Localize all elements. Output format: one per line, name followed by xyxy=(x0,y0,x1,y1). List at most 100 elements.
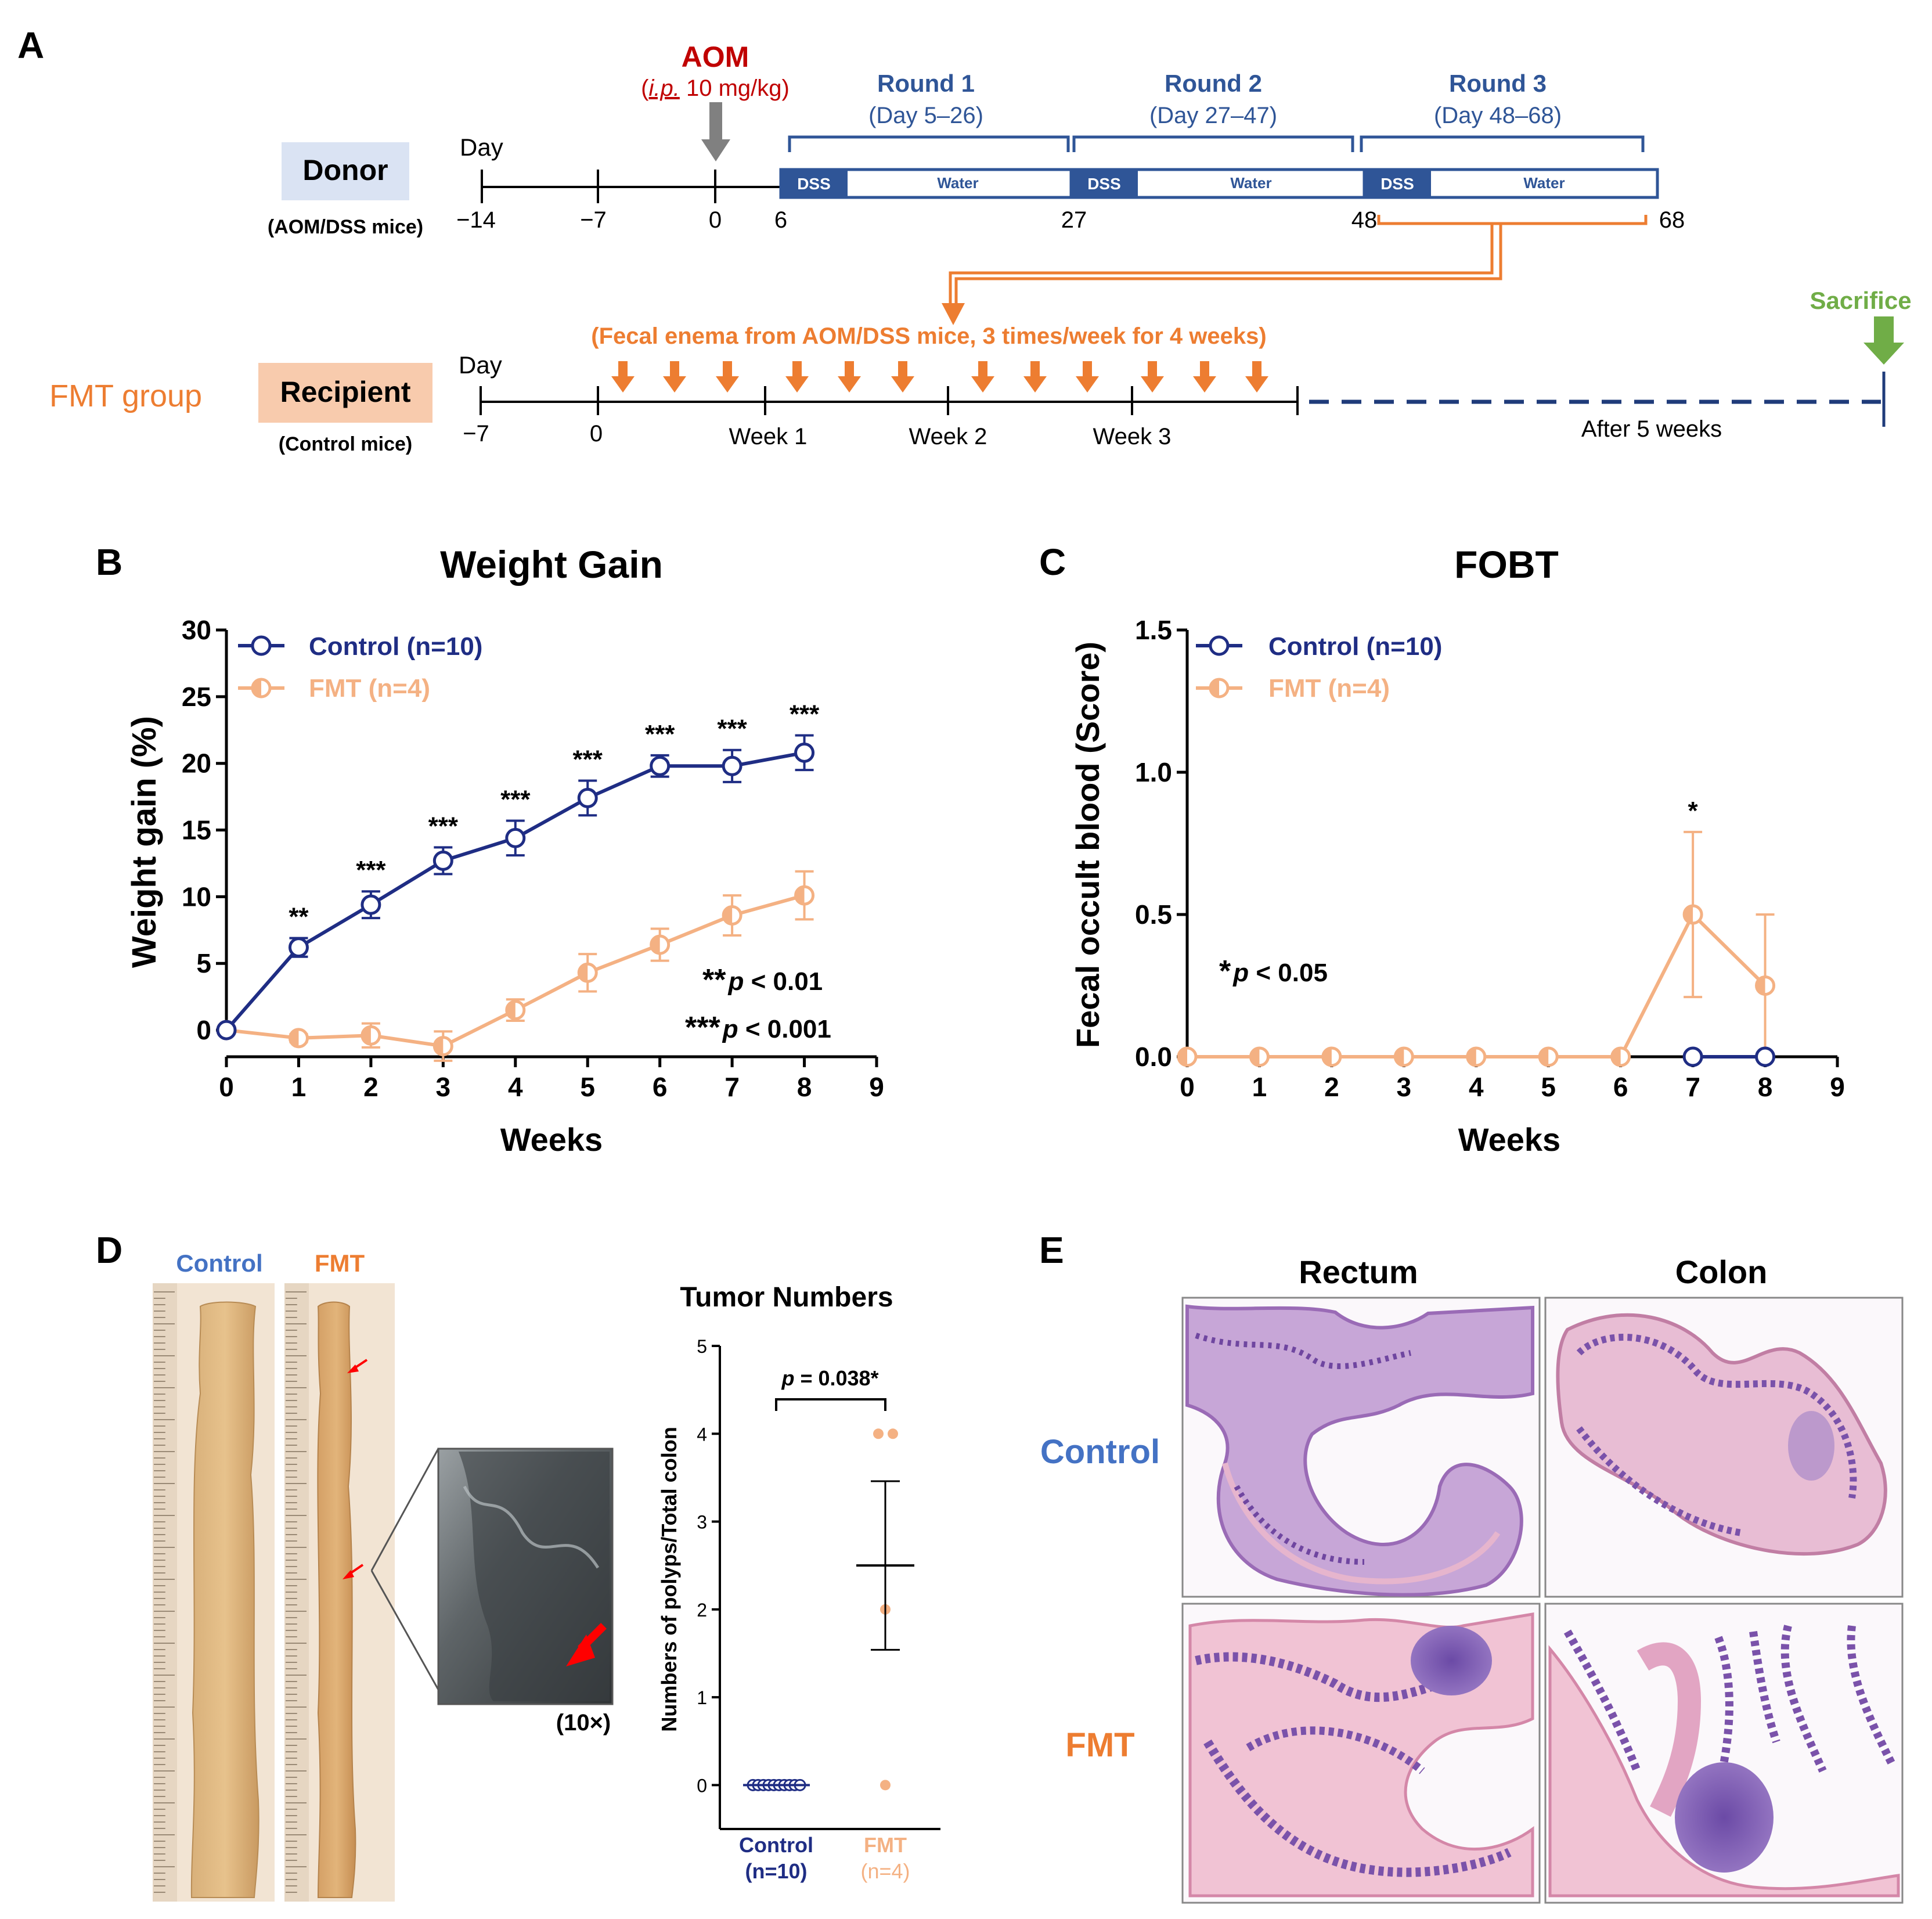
donor-tick-5: 48 xyxy=(1351,207,1378,233)
y-tick-label: 15 xyxy=(182,815,211,845)
histology-fmt-colon xyxy=(1544,1603,1904,1904)
enema-arrow-5-shaft xyxy=(898,361,907,377)
x-tick-label: 2 xyxy=(363,1072,379,1102)
data-point-half xyxy=(290,1029,299,1047)
y-tick-label: 2 xyxy=(697,1600,707,1621)
tumor-arrow-lower xyxy=(343,1564,364,1579)
round-3-title: Round 3 xyxy=(1449,70,1547,97)
aom-title: AOM xyxy=(682,41,749,73)
round-2-days: (Day 27–47) xyxy=(1149,103,1277,128)
histology-col-rectum: Rectum xyxy=(1299,1254,1418,1290)
fmt-point xyxy=(880,1780,891,1791)
y-tick-label: 30 xyxy=(182,615,211,645)
fmt-point xyxy=(873,1428,884,1439)
data-point-0 xyxy=(505,827,526,848)
enema-arrow-1-head xyxy=(663,376,686,393)
photo-label-control: Control xyxy=(176,1250,262,1277)
aom-arrow xyxy=(701,102,730,161)
donor-tick-3: 6 xyxy=(774,207,787,233)
x-tick-label: 5 xyxy=(580,1072,595,1102)
data-point-half xyxy=(651,936,660,954)
fmt-point xyxy=(888,1428,898,1439)
enema-arrow-2-shaft xyxy=(723,361,732,377)
enema-arrow-4-head xyxy=(838,376,861,393)
enema-arrow-10-head xyxy=(1193,376,1216,393)
panel-d-photos: Control FMT (10×) xyxy=(153,1250,614,1902)
x-tick-label: 2 xyxy=(1324,1072,1339,1102)
y-tick-label: 0.5 xyxy=(1135,899,1172,930)
x-tick-label: 0 xyxy=(1180,1072,1195,1102)
donor-tick-0: −14 xyxy=(456,207,496,233)
data-point-0 xyxy=(216,1020,237,1040)
data-point-half xyxy=(579,964,588,982)
histology-row-control: Control xyxy=(1040,1433,1160,1471)
data-point-half xyxy=(434,1037,444,1055)
recipient-box xyxy=(258,363,432,423)
water-label-3: Water xyxy=(1523,174,1565,192)
significance-star: *** xyxy=(717,715,747,743)
data-point-0 xyxy=(288,937,309,958)
x-tick-label: 7 xyxy=(1685,1072,1700,1102)
sacrifice-label: Sacrifice xyxy=(1810,287,1911,314)
chart-d-cat-control-n: (n=10) xyxy=(745,1859,807,1883)
recipient-tick-3: Week 2 xyxy=(909,424,987,449)
chart-d-cat-fmt: FMT xyxy=(864,1833,907,1857)
histology-col-colon: Colon xyxy=(1675,1254,1768,1290)
data-point-half xyxy=(1467,1048,1476,1065)
recipient-day-label: Day xyxy=(459,351,502,379)
chart-b-legend-control: Control (n=10) xyxy=(309,632,482,661)
after-label: After 5 weeks xyxy=(1581,416,1722,442)
enema-arrow-8-shaft xyxy=(1083,361,1092,377)
data-point-0 xyxy=(577,787,598,808)
panel-a-timeline: AOM (i.p. 10 mg/kg) Round 1 (Day 5–26) R… xyxy=(49,41,1912,455)
data-point-half xyxy=(1178,1048,1187,1065)
chart-b-title: Weight Gain xyxy=(440,543,663,586)
enema-arrow-9-head xyxy=(1141,376,1164,393)
chart-d-ylabel: Numbers of polyps/Total colon xyxy=(657,1427,681,1731)
x-tick-label: 1 xyxy=(291,1072,307,1102)
x-tick-label: 8 xyxy=(1758,1072,1773,1102)
chart-b-legend-fmt: FMT (n=4) xyxy=(309,674,430,703)
chart-c-legend-control: Control (n=10) xyxy=(1268,632,1442,661)
enema-arrow-11-head xyxy=(1245,376,1268,393)
histology-fmt-rectum xyxy=(1181,1603,1541,1904)
enema-arrow-11-shaft xyxy=(1252,361,1261,377)
round-1-days: (Day 5–26) xyxy=(868,103,983,128)
chart-c-xlabel: Weeks xyxy=(1458,1121,1560,1158)
data-point-0 xyxy=(794,742,815,763)
round-2-title: Round 2 xyxy=(1165,70,1262,97)
enema-arrow-7-shaft xyxy=(1030,361,1040,377)
x-tick-label: 3 xyxy=(436,1072,451,1102)
enema-arrow-3-shaft xyxy=(792,361,802,377)
y-tick-label: 1 xyxy=(697,1687,707,1708)
significance-star: *** xyxy=(428,812,459,840)
enema-arrow-2-head xyxy=(716,376,739,393)
significance-star: *** xyxy=(500,785,531,813)
enema-arrow-3-head xyxy=(785,376,809,393)
significance-star: *** xyxy=(645,720,675,748)
data-point-half xyxy=(1322,1048,1332,1065)
data-point-half xyxy=(362,1027,371,1045)
tumor-arrow-upper xyxy=(347,1359,368,1373)
magnification-label: (10×) xyxy=(556,1710,611,1736)
significance-star: *** xyxy=(356,856,386,884)
significance-star: * xyxy=(1688,797,1699,825)
chart-b-xlabel: Weeks xyxy=(500,1121,603,1158)
panel-label-e: E xyxy=(1039,1229,1064,1271)
data-point-half xyxy=(506,1001,516,1019)
round-3-days: (Day 48–68) xyxy=(1434,103,1562,128)
sacrifice-arrow xyxy=(1863,316,1904,365)
data-point-half xyxy=(795,887,805,905)
svg-text:***p < 0.001: ***p < 0.001 xyxy=(685,1011,831,1045)
donor-tick-1: −7 xyxy=(580,207,607,233)
y-tick-label: 4 xyxy=(697,1424,707,1445)
panel-label-d: D xyxy=(96,1229,122,1271)
fecal-transfer-arrow xyxy=(949,215,1648,305)
chart-c-ylabel: Fecal occult blood (Score) xyxy=(1069,642,1106,1048)
photo-label-fmt: FMT xyxy=(315,1250,365,1277)
donor-label: Donor xyxy=(302,154,388,186)
enema-arrow-0-shaft xyxy=(618,361,628,377)
x-tick-label: 9 xyxy=(869,1072,884,1102)
enema-arrow-7-head xyxy=(1023,376,1047,393)
enema-arrows xyxy=(611,361,1268,393)
